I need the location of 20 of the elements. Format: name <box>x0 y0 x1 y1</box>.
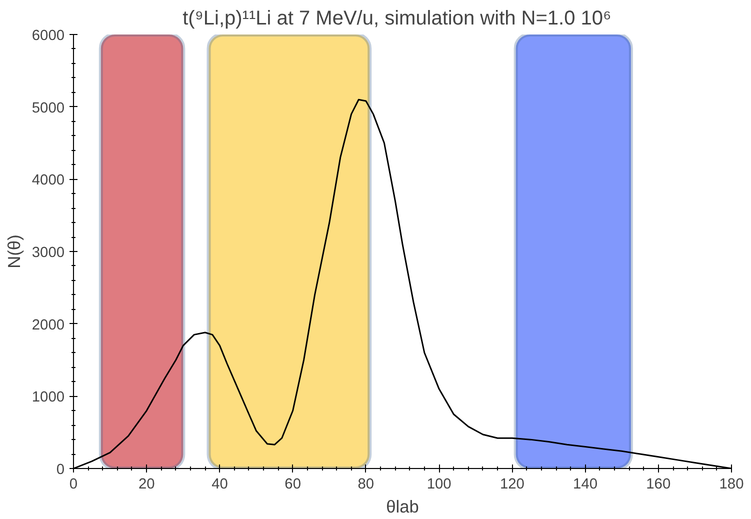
x-tick-label: 120 <box>500 476 524 492</box>
x-tick-label: 80 <box>358 476 374 492</box>
y-tick-label: 5000 <box>32 100 65 116</box>
x-axis-title: θlab <box>386 496 419 516</box>
x-tick-label: 100 <box>426 476 452 492</box>
x-tick-label: 0 <box>69 476 78 492</box>
x-tick-label: 180 <box>719 476 744 492</box>
chart-title: t(⁹Li,p)¹¹Li at 7 MeV/u, simulation with N=1.0 10⁶ <box>182 8 612 30</box>
x-tick-label: 40 <box>212 476 228 492</box>
x-tick-label: 20 <box>138 476 155 492</box>
y-tick-label: 4000 <box>32 172 65 189</box>
y-axis-title: N(θ) <box>4 234 24 268</box>
x-tick-label: 140 <box>573 476 598 492</box>
y-tick-label: 6000 <box>32 28 65 44</box>
y-tick-label: 0 <box>56 462 65 478</box>
y-tick-label: 3000 <box>32 245 65 261</box>
y-tick-label: 1000 <box>32 390 65 406</box>
x-tick-label: 60 <box>284 476 301 492</box>
x-tick-label: 160 <box>646 476 671 492</box>
y-tick-label: 2000 <box>32 317 65 334</box>
